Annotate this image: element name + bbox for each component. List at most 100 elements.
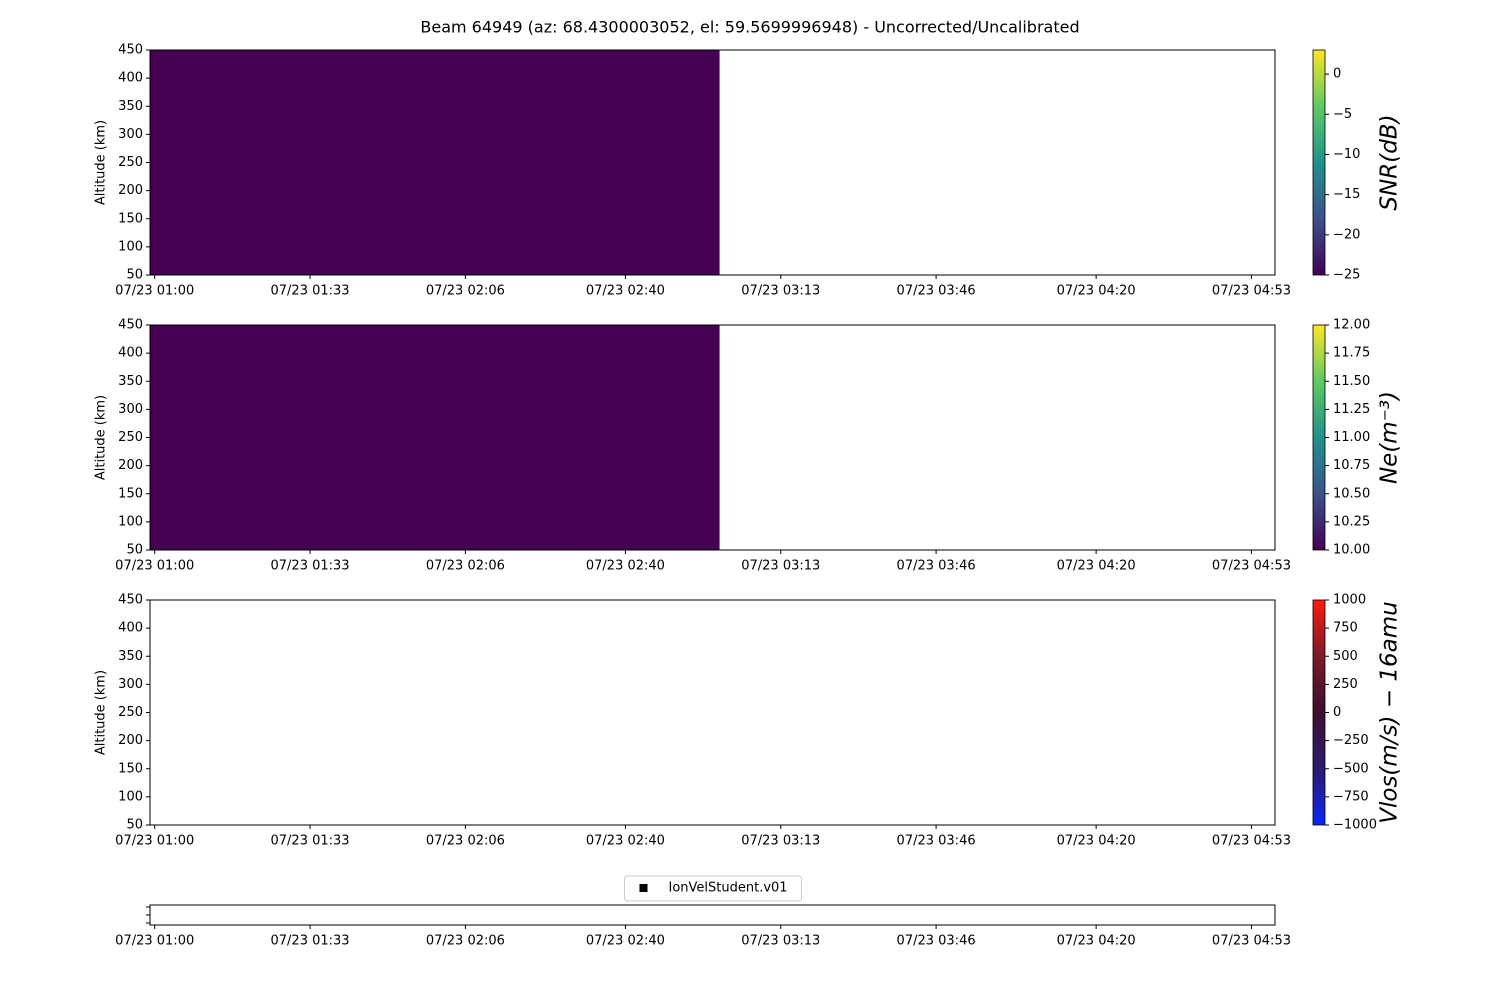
y-tick-marks	[146, 906, 150, 924]
y-axis-label: Altitude (km)	[94, 395, 109, 480]
x-tick-label: 07/23 01:33	[271, 934, 350, 949]
colorbar-tick-label: −20	[1333, 227, 1360, 242]
colorbar-label: SNR(dB)	[1377, 114, 1403, 210]
x-tick-label: 07/23 04:53	[1212, 559, 1291, 574]
x-tick-label: 07/23 04:20	[1057, 284, 1136, 299]
y-tick-label: 400	[118, 346, 143, 361]
y-tick-label: 400	[118, 71, 143, 86]
x-tick-label: 07/23 02:06	[426, 834, 505, 849]
colorbar-tick-label: 750	[1333, 621, 1358, 636]
x-tick-label: 07/23 01:00	[115, 934, 194, 949]
x-tick-label: 07/23 04:53	[1212, 934, 1291, 949]
heatmap-cell	[150, 325, 720, 550]
legend-marker	[639, 884, 648, 892]
colorbar-tick-label: 12.00	[1333, 318, 1370, 333]
x-tick-label: 07/23 02:06	[426, 559, 505, 574]
axes-frame	[149, 324, 1276, 551]
x-tick-label: 07/23 03:13	[741, 284, 820, 299]
x-tick-label: 07/23 01:33	[271, 284, 350, 299]
x-tick-label: 07/23 02:06	[426, 934, 505, 949]
y-tick-label: 300	[118, 677, 143, 692]
legend-box	[624, 875, 802, 902]
y-tick-label: 250	[118, 155, 143, 170]
colorbar-tick-label: 500	[1333, 649, 1358, 664]
colorbar-tick-label: 250	[1333, 677, 1358, 692]
y-tick-label: 200	[118, 733, 143, 748]
axes-frame	[149, 599, 1276, 826]
colorbar-tick-label: 11.00	[1333, 430, 1370, 445]
x-tick-label: 07/23 04:20	[1057, 834, 1136, 849]
x-tick-label: 07/23 03:13	[741, 834, 820, 849]
legend-label: IonVelStudent.v01	[669, 881, 788, 896]
y-tick-label: 50	[126, 818, 143, 833]
y-tick-label: 150	[118, 486, 143, 501]
y-axis-label: Altitude (km)	[94, 670, 109, 755]
y-tick-label: 50	[126, 543, 143, 558]
colorbar-tick-label: 11.75	[1333, 346, 1370, 361]
colorbar-tick-label: 10.75	[1333, 458, 1370, 473]
x-tick-label: 07/23 02:40	[586, 934, 665, 949]
x-tick-label: 07/23 02:40	[586, 284, 665, 299]
axes-frame	[149, 904, 1276, 926]
y-tick-label: 350	[118, 374, 143, 389]
x-tick-label: 07/23 03:46	[897, 284, 976, 299]
x-tick-label: 07/23 03:46	[897, 934, 976, 949]
colorbar	[1312, 599, 1326, 826]
figure-title: Beam 64949 (az: 68.4300003052, el: 59.56…	[420, 18, 1079, 37]
colorbar-tick-label: −750	[1333, 789, 1369, 804]
y-tick-label: 200	[118, 183, 143, 198]
x-tick-label: 07/23 03:46	[897, 559, 976, 574]
colorbar-tick-label: 10.50	[1333, 486, 1370, 501]
colorbar-tick-label: −500	[1333, 761, 1369, 776]
y-tick-label: 150	[118, 211, 143, 226]
y-tick-label: 150	[118, 761, 143, 776]
colorbar-tick-label: −1000	[1333, 818, 1377, 833]
colorbar-tick-label: 0	[1333, 67, 1341, 82]
y-tick-label: 50	[126, 268, 143, 283]
y-tick-label: 350	[118, 99, 143, 114]
y-tick-label: 100	[118, 239, 143, 254]
colorbar-tick-label: −15	[1333, 187, 1360, 202]
y-tick-label: 450	[118, 43, 143, 58]
y-tick-label: 450	[118, 318, 143, 333]
x-tick-label: 07/23 01:33	[271, 559, 350, 574]
y-tick-label: 100	[118, 514, 143, 529]
x-tick-label: 07/23 04:53	[1212, 834, 1291, 849]
x-tick-label: 07/23 02:40	[586, 559, 665, 574]
y-tick-label: 200	[118, 458, 143, 473]
x-tick-label: 07/23 01:33	[271, 834, 350, 849]
axes-frame	[149, 49, 1276, 276]
y-tick-label: 300	[118, 127, 143, 142]
colorbar-tick-label: 1000	[1333, 593, 1366, 608]
colorbar-tick-label: 0	[1333, 705, 1341, 720]
x-tick-label: 07/23 02:06	[426, 284, 505, 299]
y-tick-label: 300	[118, 402, 143, 417]
y-tick-label: 250	[118, 430, 143, 445]
colorbar-tick-label: −10	[1333, 147, 1360, 162]
x-tick-label: 07/23 01:00	[115, 559, 194, 574]
x-tick-label: 07/23 01:00	[115, 284, 194, 299]
x-tick-label: 07/23 02:40	[586, 834, 665, 849]
y-tick-label: 400	[118, 621, 143, 636]
x-tick-label: 07/23 03:13	[741, 934, 820, 949]
colorbar-tick-label: 11.50	[1333, 374, 1370, 389]
x-tick-label: 07/23 04:20	[1057, 559, 1136, 574]
x-tick-label: 07/23 01:00	[115, 834, 194, 849]
colorbar-tick-label: 11.25	[1333, 402, 1370, 417]
y-tick-label: 250	[118, 705, 143, 720]
x-tick-label: 07/23 04:53	[1212, 284, 1291, 299]
colorbar-tick-label: 10.25	[1333, 514, 1370, 529]
heatmap-cell	[150, 50, 720, 275]
colorbar-tick-label: 10.00	[1333, 543, 1370, 558]
x-tick-label: 07/23 03:13	[741, 559, 820, 574]
y-axis-label: Altitude (km)	[94, 120, 109, 205]
x-tick-label: 07/23 04:20	[1057, 934, 1136, 949]
y-tick-label: 350	[118, 649, 143, 664]
colorbar	[1312, 49, 1326, 276]
y-tick-label: 100	[118, 789, 143, 804]
y-tick-label: 450	[118, 593, 143, 608]
colorbar-tick-label: −25	[1333, 268, 1360, 283]
x-tick-label: 07/23 03:46	[897, 834, 976, 849]
colorbar-tick-label: −5	[1333, 107, 1352, 122]
